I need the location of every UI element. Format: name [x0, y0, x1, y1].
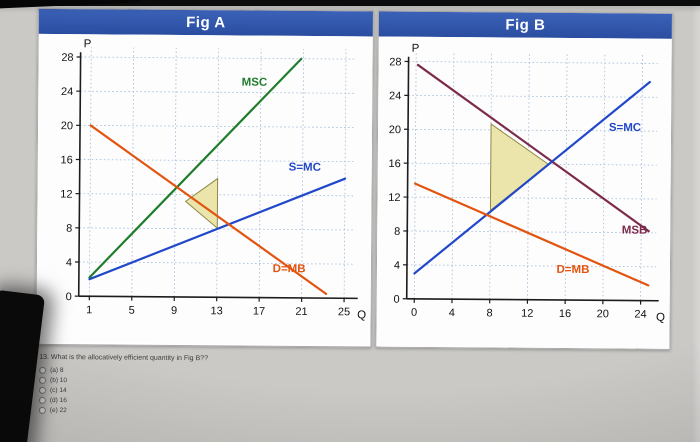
- y-tick-label: 20: [389, 124, 401, 136]
- fig-b-title: Fig B: [505, 16, 546, 34]
- label-MSC: MSC: [242, 77, 268, 89]
- x-tick-label: 12: [521, 308, 533, 320]
- fig-b-panel: Fig B MSB S=MC D=MB 0 4 8 12 16 20 24 28 0 4 8 12 16 20 2…: [375, 10, 673, 350]
- y-tick-label: 4: [66, 257, 72, 269]
- label-S=MC: S=MC: [609, 122, 641, 134]
- grid-line-v: [216, 48, 220, 298]
- y-axis-title: P: [412, 43, 420, 55]
- grid-line-v: [451, 52, 455, 300]
- grid-line-h: [408, 128, 658, 132]
- y-tick-label: 0: [66, 291, 72, 303]
- x-tick-label: 8: [486, 307, 492, 319]
- x-tick-label: 21: [295, 306, 307, 318]
- x-axis-title: Q: [357, 309, 366, 321]
- line-S=MC: [88, 177, 347, 281]
- grid-line-v: [602, 53, 606, 301]
- x-axis: [406, 297, 659, 302]
- fig-a-chart: MSC S=MC D=MB 0 4 8 12 16 20 24 28 1 5 9 13 17 21 25 P Q: [36, 33, 373, 345]
- line-MSB: [416, 63, 650, 233]
- y-tick-label: 16: [60, 154, 72, 166]
- grid-line-v: [527, 52, 530, 300]
- question-options: (a) 8 (b) 10 (c) 14 (d) 16: [38, 365, 339, 417]
- x-tick-label: 16: [559, 308, 571, 320]
- x-tick-label: 17: [253, 306, 265, 318]
- label-D=MB: D=MB: [556, 264, 589, 276]
- y-axis: [77, 52, 82, 297]
- option-label: (a) 8: [50, 366, 64, 374]
- x-tick-label: 9: [171, 305, 177, 317]
- grid-line-v: [413, 51, 417, 299]
- label-D=MB: D=MB: [273, 263, 306, 275]
- y-tick-label: 28: [61, 52, 73, 64]
- grid-line-v: [301, 48, 304, 298]
- option-label: (c) 14: [49, 386, 67, 394]
- radio-icon[interactable]: [38, 386, 47, 394]
- y-tick-label: 12: [60, 189, 72, 201]
- fig-b-header: Fig B: [378, 11, 672, 39]
- y-axis: [405, 56, 410, 299]
- option-label: (b) 10: [50, 376, 68, 384]
- grid-line-h: [406, 264, 656, 268]
- question-text: 13. What is the allocatively efficient q…: [39, 353, 209, 363]
- grid-line-v: [258, 48, 262, 298]
- x-axis-title: Q: [656, 312, 665, 324]
- figure-panels: Fig A MSC S=MC D=MB 0 4 8 12 16 20 24 28 1 5 9 13 17 21 2…: [35, 7, 673, 350]
- radio-icon[interactable]: [39, 366, 47, 374]
- x-tick-label: 5: [129, 305, 135, 317]
- x-tick-label: 20: [597, 308, 609, 320]
- x-axis: [78, 295, 358, 300]
- y-tick-label: 24: [61, 86, 73, 98]
- fig-a-header: Fig A: [38, 8, 373, 37]
- fig-a-title: Fig A: [186, 14, 226, 32]
- grid-line-h: [407, 230, 657, 234]
- grid-line-v: [640, 53, 643, 301]
- y-tick-label: 8: [394, 226, 400, 238]
- y-tick-label: 28: [389, 56, 401, 68]
- grid-line-h: [408, 61, 658, 64]
- x-tick-label: 24: [634, 309, 646, 321]
- y-tick-label: 0: [394, 294, 400, 306]
- fig-b-chart: MSB S=MC D=MB 0 4 8 12 16 20 24 28 0 4 8 12 16 20 24 P Q: [376, 36, 672, 349]
- x-tick-label: 13: [210, 305, 222, 317]
- y-tick-label: 24: [389, 90, 401, 102]
- line-MSC: [88, 57, 303, 279]
- grid-line-v: [489, 52, 493, 300]
- deadweight-triangle: [184, 177, 219, 230]
- x-tick-label: 0: [411, 307, 417, 319]
- x-tick-label: 25: [338, 306, 350, 318]
- y-axis-title: P: [84, 38, 92, 50]
- line-D=MB: [414, 182, 650, 287]
- grid-line-v: [343, 49, 347, 299]
- grid-line-h: [408, 94, 658, 98]
- y-tick-label: 4: [394, 260, 400, 272]
- y-tick-label: 20: [61, 120, 73, 132]
- line-D=MB: [89, 124, 328, 295]
- line-S=MC: [413, 80, 651, 275]
- grid-line-v: [173, 47, 177, 297]
- answer-option-e[interactable]: (e) 22: [38, 405, 339, 417]
- radio-icon[interactable]: [39, 376, 47, 384]
- grid-line-v: [88, 47, 92, 297]
- label-S=MC: S=MC: [289, 162, 321, 174]
- grid-line-v: [131, 47, 135, 297]
- question-block: 13. What is the allocatively efficient q…: [38, 353, 339, 417]
- x-tick-label: 4: [449, 307, 455, 319]
- grid-line-h: [80, 124, 357, 128]
- x-tick-label: 1: [86, 304, 92, 316]
- option-label: (e) 22: [49, 406, 67, 414]
- screen: Fig A MSC S=MC D=MB 0 4 8 12 16 20 24 28 1 5 9 13 17 21 2…: [0, 6, 700, 442]
- fig-a-panel: Fig A MSC S=MC D=MB 0 4 8 12 16 20 24 28 1 5 9 13 17 21 2…: [35, 7, 374, 348]
- grid-line-v: [564, 53, 568, 301]
- content: Fig A MSC S=MC D=MB 0 4 8 12 16 20 24 28 1 5 9 13 17 21 2…: [0, 6, 700, 442]
- radio-icon[interactable]: [38, 406, 46, 414]
- y-tick-label: 8: [66, 223, 72, 235]
- label-MSB: MSB: [622, 225, 648, 237]
- y-tick-label: 12: [388, 192, 400, 204]
- grid-line-h: [80, 56, 357, 60]
- radio-icon[interactable]: [38, 396, 46, 404]
- y-tick-label: 16: [388, 158, 400, 170]
- option-label: (d) 16: [49, 396, 67, 404]
- page-edge-highlight: [692, 6, 700, 442]
